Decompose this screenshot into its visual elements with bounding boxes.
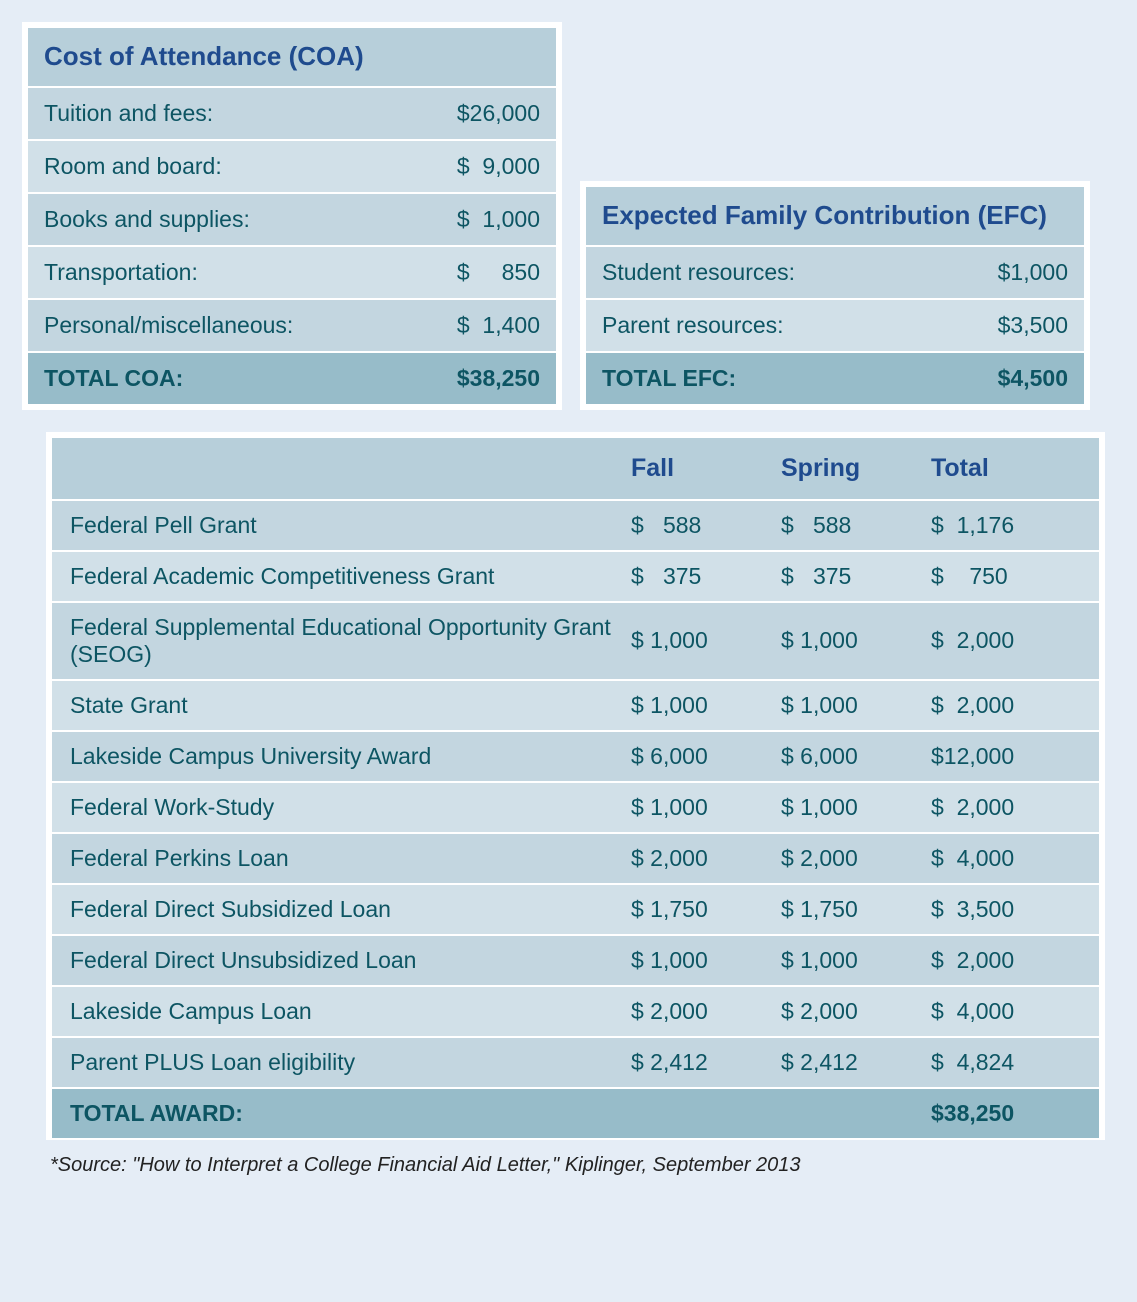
award-fall: $ 2,412 [631,1049,781,1076]
award-label: Federal Direct Unsubsidized Loan [70,947,631,974]
coa-row: Tuition and fees: $26,000 [28,86,556,139]
award-label: Federal Pell Grant [70,512,631,539]
coa-label: Room and board: [44,153,222,180]
efc-total-row: TOTAL EFC: $4,500 [586,351,1084,404]
award-header-total: Total [931,454,1081,483]
award-row: Parent PLUS Loan eligibility$ 2,412$ 2,4… [52,1036,1099,1087]
efc-amount: $1,000 [998,259,1068,286]
award-total: $ 2,000 [931,627,1081,654]
award-row: Federal Academic Competitiveness Grant$ … [52,550,1099,601]
award-fall: $ 2,000 [631,845,781,872]
award-spring: $ 1,750 [781,896,931,923]
award-total-row: TOTAL AWARD: $38,250 [52,1087,1099,1138]
award-fall: $ 375 [631,563,781,590]
award-card: Fall Spring Total Federal Pell Grant$ 58… [46,432,1105,1140]
award-spring: $ 1,000 [781,947,931,974]
award-spring: $ 6,000 [781,743,931,770]
award-fall: $ 2,000 [631,998,781,1025]
award-fall: $ 588 [631,512,781,539]
award-fall: $ 1,000 [631,794,781,821]
award-total: $ 2,000 [931,947,1081,974]
award-row: State Grant$ 1,000$ 1,000$ 2,000 [52,679,1099,730]
efc-row: Parent resources: $3,500 [586,298,1084,351]
award-row: Federal Pell Grant$ 588$ 588$ 1,176 [52,499,1099,550]
award-total: $ 2,000 [931,692,1081,719]
award-label: Federal Supplemental Educational Opportu… [70,614,631,668]
award-label: Federal Work-Study [70,794,631,821]
coa-amount: $26,000 [457,100,540,127]
coa-label: Books and supplies: [44,206,250,233]
efc-total-label: TOTAL EFC: [602,365,736,392]
award-total: $ 2,000 [931,794,1081,821]
award-total: $ 4,824 [931,1049,1081,1076]
award-fall: $ 1,000 [631,627,781,654]
efc-title: Expected Family Contribution (EFC) [586,187,1084,245]
award-spring: $ 375 [781,563,931,590]
award-total: $ 4,000 [931,845,1081,872]
coa-total-label: TOTAL COA: [44,365,183,392]
award-spring: $ 1,000 [781,794,931,821]
coa-amount: $ 9,000 [457,153,540,180]
award-spring: $ 2,000 [781,845,931,872]
award-total: $ 3,500 [931,896,1081,923]
award-label: Lakeside Campus University Award [70,743,631,770]
efc-label: Parent resources: [602,312,784,339]
award-label: Federal Academic Competitiveness Grant [70,563,631,590]
award-spring: $ 1,000 [781,627,931,654]
award-fall: $ 1,000 [631,692,781,719]
award-fall: $ 1,000 [631,947,781,974]
award-fall: $ 1,750 [631,896,781,923]
coa-card: Cost of Attendance (COA) Tuition and fee… [22,22,562,410]
award-header-fall: Fall [631,454,781,483]
award-header-blank [70,454,631,483]
award-total: $ 4,000 [931,998,1081,1025]
award-total: $ 750 [931,563,1081,590]
efc-label: Student resources: [602,259,795,286]
award-total: $12,000 [931,743,1081,770]
coa-amount: $ 850 [457,259,540,286]
award-row: Federal Work-Study$ 1,000$ 1,000$ 2,000 [52,781,1099,832]
award-label: Parent PLUS Loan eligibility [70,1049,631,1076]
award-label: Federal Perkins Loan [70,845,631,872]
award-label: Federal Direct Subsidized Loan [70,896,631,923]
coa-row: Room and board: $ 9,000 [28,139,556,192]
award-row: Federal Supplemental Educational Opportu… [52,601,1099,679]
award-spring: $ 1,000 [781,692,931,719]
award-row: Federal Direct Subsidized Loan$ 1,750$ 1… [52,883,1099,934]
award-spring: $ 2,000 [781,998,931,1025]
award-row: Lakeside Campus Loan$ 2,000$ 2,000$ 4,00… [52,985,1099,1036]
coa-label: Tuition and fees: [44,100,213,127]
top-row: Cost of Attendance (COA) Tuition and fee… [22,22,1115,410]
efc-row: Student resources: $1,000 [586,245,1084,298]
coa-label: Transportation: [44,259,198,286]
source-note: *Source: "How to Interpret a College Fin… [22,1140,1115,1185]
award-header: Fall Spring Total [52,438,1099,499]
coa-row: Personal/miscellaneous: $ 1,400 [28,298,556,351]
award-fall: $ 6,000 [631,743,781,770]
award-row: Federal Perkins Loan$ 2,000$ 2,000$ 4,00… [52,832,1099,883]
coa-amount: $ 1,400 [457,312,540,339]
efc-amount: $3,500 [998,312,1068,339]
award-total: $ 1,176 [931,512,1081,539]
award-row: Federal Direct Unsubsidized Loan$ 1,000$… [52,934,1099,985]
award-spring: $ 588 [781,512,931,539]
coa-amount: $ 1,000 [457,206,540,233]
efc-total-amount: $4,500 [998,365,1068,392]
award-label: State Grant [70,692,631,719]
award-row: Lakeside Campus University Award$ 6,000$… [52,730,1099,781]
coa-row: Books and supplies: $ 1,000 [28,192,556,245]
award-label: Lakeside Campus Loan [70,998,631,1025]
coa-title: Cost of Attendance (COA) [28,28,556,86]
award-spring: $ 2,412 [781,1049,931,1076]
coa-label: Personal/miscellaneous: [44,312,293,339]
coa-total-row: TOTAL COA: $38,250 [28,351,556,404]
award-total-label: TOTAL AWARD: [70,1100,631,1127]
efc-card: Expected Family Contribution (EFC) Stude… [580,181,1090,410]
award-total-amount: $38,250 [931,1100,1081,1127]
coa-row: Transportation: $ 850 [28,245,556,298]
award-header-spring: Spring [781,454,931,483]
coa-total-amount: $38,250 [457,365,540,392]
